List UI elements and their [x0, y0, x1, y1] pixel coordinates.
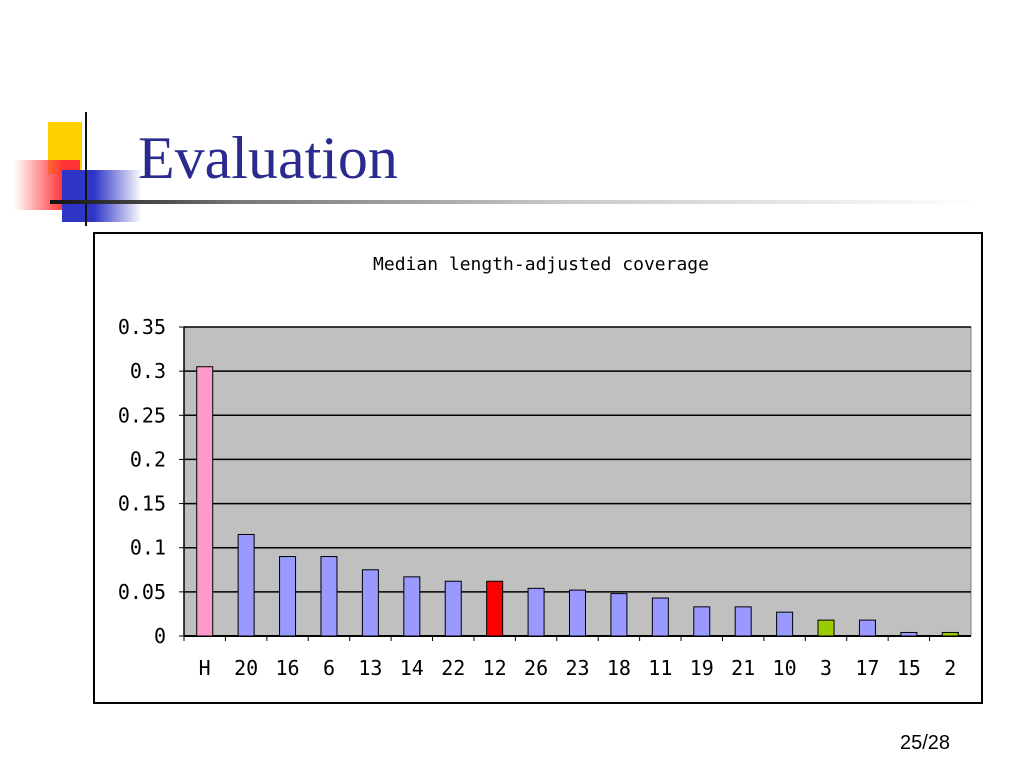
x-tick-label: H	[199, 656, 211, 680]
bar-21	[734, 606, 752, 637]
plot-area	[183, 326, 972, 637]
bar-15	[900, 631, 918, 637]
x-tick-label: 15	[897, 656, 921, 680]
title-underline	[50, 200, 980, 204]
x-tick-label: 13	[358, 656, 382, 680]
x-tick-label: 14	[400, 656, 424, 680]
bar-6	[320, 556, 338, 637]
bar-chart: Median length-adjusted coverage 0 0.05 0.1…	[118, 254, 972, 680]
decor-vertical-line	[85, 112, 87, 226]
x-tick-label: 3	[820, 656, 832, 680]
bar-26	[527, 587, 545, 637]
decor-blue-square	[62, 170, 142, 222]
page-number: 25/28	[900, 732, 951, 754]
bar-19	[693, 606, 711, 637]
x-tick-label: 20	[234, 656, 258, 680]
bar-12	[486, 580, 504, 637]
x-tick-label: 6	[323, 656, 335, 680]
y-tick-label: 0.3	[130, 359, 166, 383]
bar-10	[776, 611, 794, 637]
y-tick-label: 0.35	[118, 315, 166, 339]
bar-20	[237, 533, 255, 637]
x-tick-label: 18	[607, 656, 631, 680]
bar-23	[569, 589, 586, 637]
bar-H	[196, 366, 214, 637]
y-tick-label: 0.1	[130, 536, 166, 560]
y-tick-label: 0.05	[118, 580, 166, 604]
bar-11	[651, 597, 669, 637]
x-tick-label: 26	[524, 656, 548, 680]
bar-3	[817, 619, 835, 637]
bar-14	[403, 576, 421, 637]
y-tick-label: 0.25	[118, 403, 166, 427]
x-tick-label: 22	[441, 656, 465, 680]
chart-title: Median length-adjusted coverage	[373, 254, 709, 275]
bar-16	[279, 556, 297, 637]
y-tick-label: 0.2	[130, 447, 166, 471]
y-tick-label: 0	[154, 624, 166, 648]
x-tick-label: 21	[731, 656, 755, 680]
bar-22	[444, 580, 462, 637]
y-tick-label: 0.15	[118, 492, 166, 516]
x-tick-label: 12	[483, 656, 507, 680]
x-tick-label: 16	[276, 656, 300, 680]
bar-17	[858, 619, 876, 637]
bar-18	[610, 593, 628, 637]
x-tick-label: 2	[944, 656, 956, 680]
slide-title: Evaluation	[138, 125, 398, 191]
bar-13	[361, 569, 379, 637]
bar-2	[941, 631, 959, 637]
x-tick-label: 19	[690, 656, 714, 680]
x-tick-label: 11	[648, 656, 672, 680]
chart-frame: Median length-adjusted coverage 0 0.05 0.1…	[93, 232, 983, 704]
x-tick-label: 10	[773, 656, 797, 680]
x-tick-label: 17	[855, 656, 879, 680]
x-tick-label: 23	[565, 656, 589, 680]
